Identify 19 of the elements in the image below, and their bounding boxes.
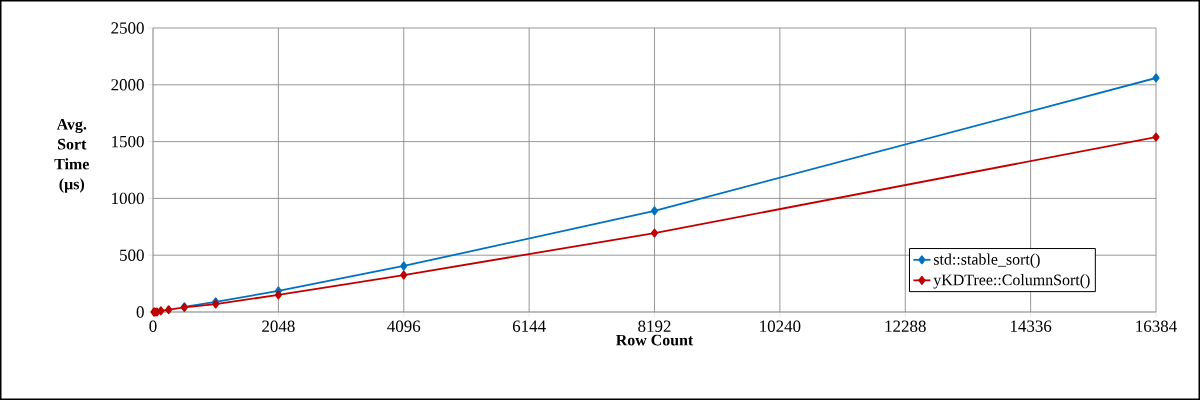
y-tick-label: 1000 xyxy=(112,192,144,205)
x-tick-label: 10240 xyxy=(760,320,801,332)
x-tick-label: 8192 xyxy=(638,320,671,332)
y-tick-label: 2000 xyxy=(111,79,144,91)
x-tick-label: 4096 xyxy=(387,320,421,332)
x-tick-label: 2048 xyxy=(262,320,295,332)
x-tick-label: 12288 xyxy=(885,320,926,332)
y-tick-label: 500 xyxy=(120,249,144,261)
y-tick-label: 2500 xyxy=(111,22,144,34)
x-tick-label: 6144 xyxy=(512,320,546,332)
x-axis-title: Row Count xyxy=(616,334,694,346)
legend-label: yKDTree::ColumnSort() xyxy=(933,274,1090,289)
y-tick-label: 1500 xyxy=(112,135,144,148)
y-tick-label: 0 xyxy=(136,306,144,318)
x-tick-label: 16384 xyxy=(1136,320,1177,332)
y-axis-title: Avg. Sort Time (µs) xyxy=(54,118,89,193)
legend-label: std::stable_sort() xyxy=(933,253,1040,268)
x-tick-label: 14336 xyxy=(1010,320,1052,332)
x-tick-label: 0 xyxy=(149,320,157,332)
